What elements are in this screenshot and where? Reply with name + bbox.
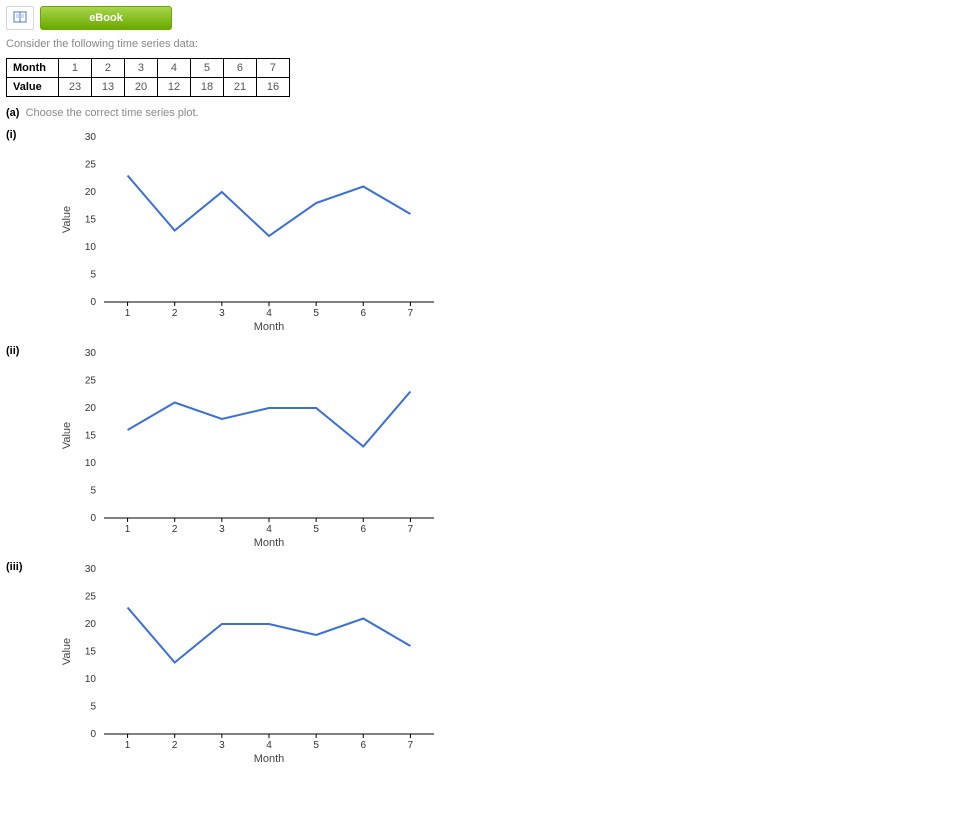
ebook-icon-button[interactable]	[6, 6, 34, 30]
intro-text: Consider the following time series data:	[6, 38, 970, 50]
table-cell: 20	[124, 78, 157, 97]
svg-text:30: 30	[85, 348, 97, 359]
table-cell: 1	[58, 59, 91, 78]
table-cell: 4	[157, 59, 190, 78]
svg-text:7: 7	[408, 308, 414, 319]
svg-text:5: 5	[313, 740, 319, 751]
svg-text:15: 15	[85, 215, 97, 226]
table-row: Month 1 2 3 4 5 6 7	[7, 59, 290, 78]
svg-text:5: 5	[313, 524, 319, 535]
table-cell: 6	[223, 59, 256, 78]
svg-text:Month: Month	[254, 537, 285, 549]
table-cell: 12	[157, 78, 190, 97]
svg-text:3: 3	[219, 740, 225, 751]
svg-text:10: 10	[85, 242, 97, 253]
time-series-chart: 0 5 10 15 20 25 30 1 2 3 4 5 6 7 Value Month	[44, 127, 444, 337]
svg-text:Value: Value	[61, 422, 73, 449]
time-series-chart: 0 5 10 15 20 25 30 1 2 3 4 5 6 7 Value Month	[44, 559, 444, 769]
svg-text:7: 7	[408, 740, 414, 751]
svg-text:4: 4	[266, 740, 272, 751]
svg-text:1: 1	[125, 308, 131, 319]
table-cell: 13	[91, 78, 124, 97]
svg-text:7: 7	[408, 524, 414, 535]
svg-text:2: 2	[172, 524, 178, 535]
chart-option-iii: (iii) 0 5 10 15 20 25 30 1 2 3 4 5 6 7 Value Month	[6, 559, 970, 769]
svg-text:2: 2	[172, 308, 178, 319]
svg-text:1: 1	[125, 524, 131, 535]
series-line	[128, 176, 411, 237]
svg-text:15: 15	[85, 431, 97, 442]
svg-text:20: 20	[85, 403, 97, 414]
table-cell: 3	[124, 59, 157, 78]
svg-text:Value: Value	[61, 206, 73, 233]
svg-text:6: 6	[361, 740, 367, 751]
svg-text:6: 6	[361, 524, 367, 535]
svg-text:6: 6	[361, 308, 367, 319]
book-icon	[13, 10, 27, 27]
svg-text:5: 5	[90, 270, 96, 281]
table-cell: 18	[190, 78, 223, 97]
series-line	[128, 608, 411, 663]
chart-option-label: (i)	[6, 127, 44, 141]
svg-text:2: 2	[172, 740, 178, 751]
chart-option-i: (i) 0 5 10 15 20 25 30 1 2 3 4 5 6 7 Value Month	[6, 127, 970, 337]
svg-text:0: 0	[90, 729, 96, 740]
svg-text:30: 30	[85, 132, 97, 143]
svg-text:25: 25	[85, 592, 97, 603]
svg-text:3: 3	[219, 524, 225, 535]
svg-text:4: 4	[266, 524, 272, 535]
ebook-button-label: eBook	[89, 12, 123, 24]
table-cell: 21	[223, 78, 256, 97]
table-cell: 23	[58, 78, 91, 97]
svg-text:5: 5	[90, 486, 96, 497]
series-line	[128, 392, 411, 447]
svg-text:15: 15	[85, 647, 97, 658]
chart-box: 0 5 10 15 20 25 30 1 2 3 4 5 6 7 Value Month	[44, 343, 444, 553]
row-header-value: Value	[7, 78, 59, 97]
svg-text:3: 3	[219, 308, 225, 319]
part-a-label: (a) Choose the correct time series plot.	[6, 107, 970, 119]
svg-text:Month: Month	[254, 753, 285, 765]
table-cell: 5	[190, 59, 223, 78]
chart-option-ii: (ii) 0 5 10 15 20 25 30 1 2 3 4 5 6 7 Value Month	[6, 343, 970, 553]
svg-text:20: 20	[85, 619, 97, 630]
svg-text:25: 25	[85, 160, 97, 171]
table-cell: 2	[91, 59, 124, 78]
svg-text:1: 1	[125, 740, 131, 751]
table-cell: 7	[256, 59, 289, 78]
svg-text:20: 20	[85, 187, 97, 198]
data-table: Month 1 2 3 4 5 6 7 Value 23 13 20 12 18…	[6, 58, 290, 97]
svg-text:0: 0	[90, 513, 96, 524]
row-header-month: Month	[7, 59, 59, 78]
svg-text:4: 4	[266, 308, 272, 319]
svg-text:5: 5	[90, 702, 96, 713]
svg-text:25: 25	[85, 376, 97, 387]
svg-text:10: 10	[85, 674, 97, 685]
ebook-button[interactable]: eBook	[40, 6, 172, 30]
table-row: Value 23 13 20 12 18 21 16	[7, 78, 290, 97]
svg-text:0: 0	[90, 297, 96, 308]
svg-text:30: 30	[85, 564, 97, 575]
chart-option-label: (ii)	[6, 343, 44, 357]
chart-box: 0 5 10 15 20 25 30 1 2 3 4 5 6 7 Value Month	[44, 127, 444, 337]
svg-text:10: 10	[85, 458, 97, 469]
time-series-chart: 0 5 10 15 20 25 30 1 2 3 4 5 6 7 Value Month	[44, 343, 444, 553]
table-cell: 16	[256, 78, 289, 97]
svg-text:5: 5	[313, 308, 319, 319]
svg-text:Value: Value	[61, 638, 73, 665]
chart-box: 0 5 10 15 20 25 30 1 2 3 4 5 6 7 Value Month	[44, 559, 444, 769]
chart-option-label: (iii)	[6, 559, 44, 573]
svg-text:Month: Month	[254, 321, 285, 333]
